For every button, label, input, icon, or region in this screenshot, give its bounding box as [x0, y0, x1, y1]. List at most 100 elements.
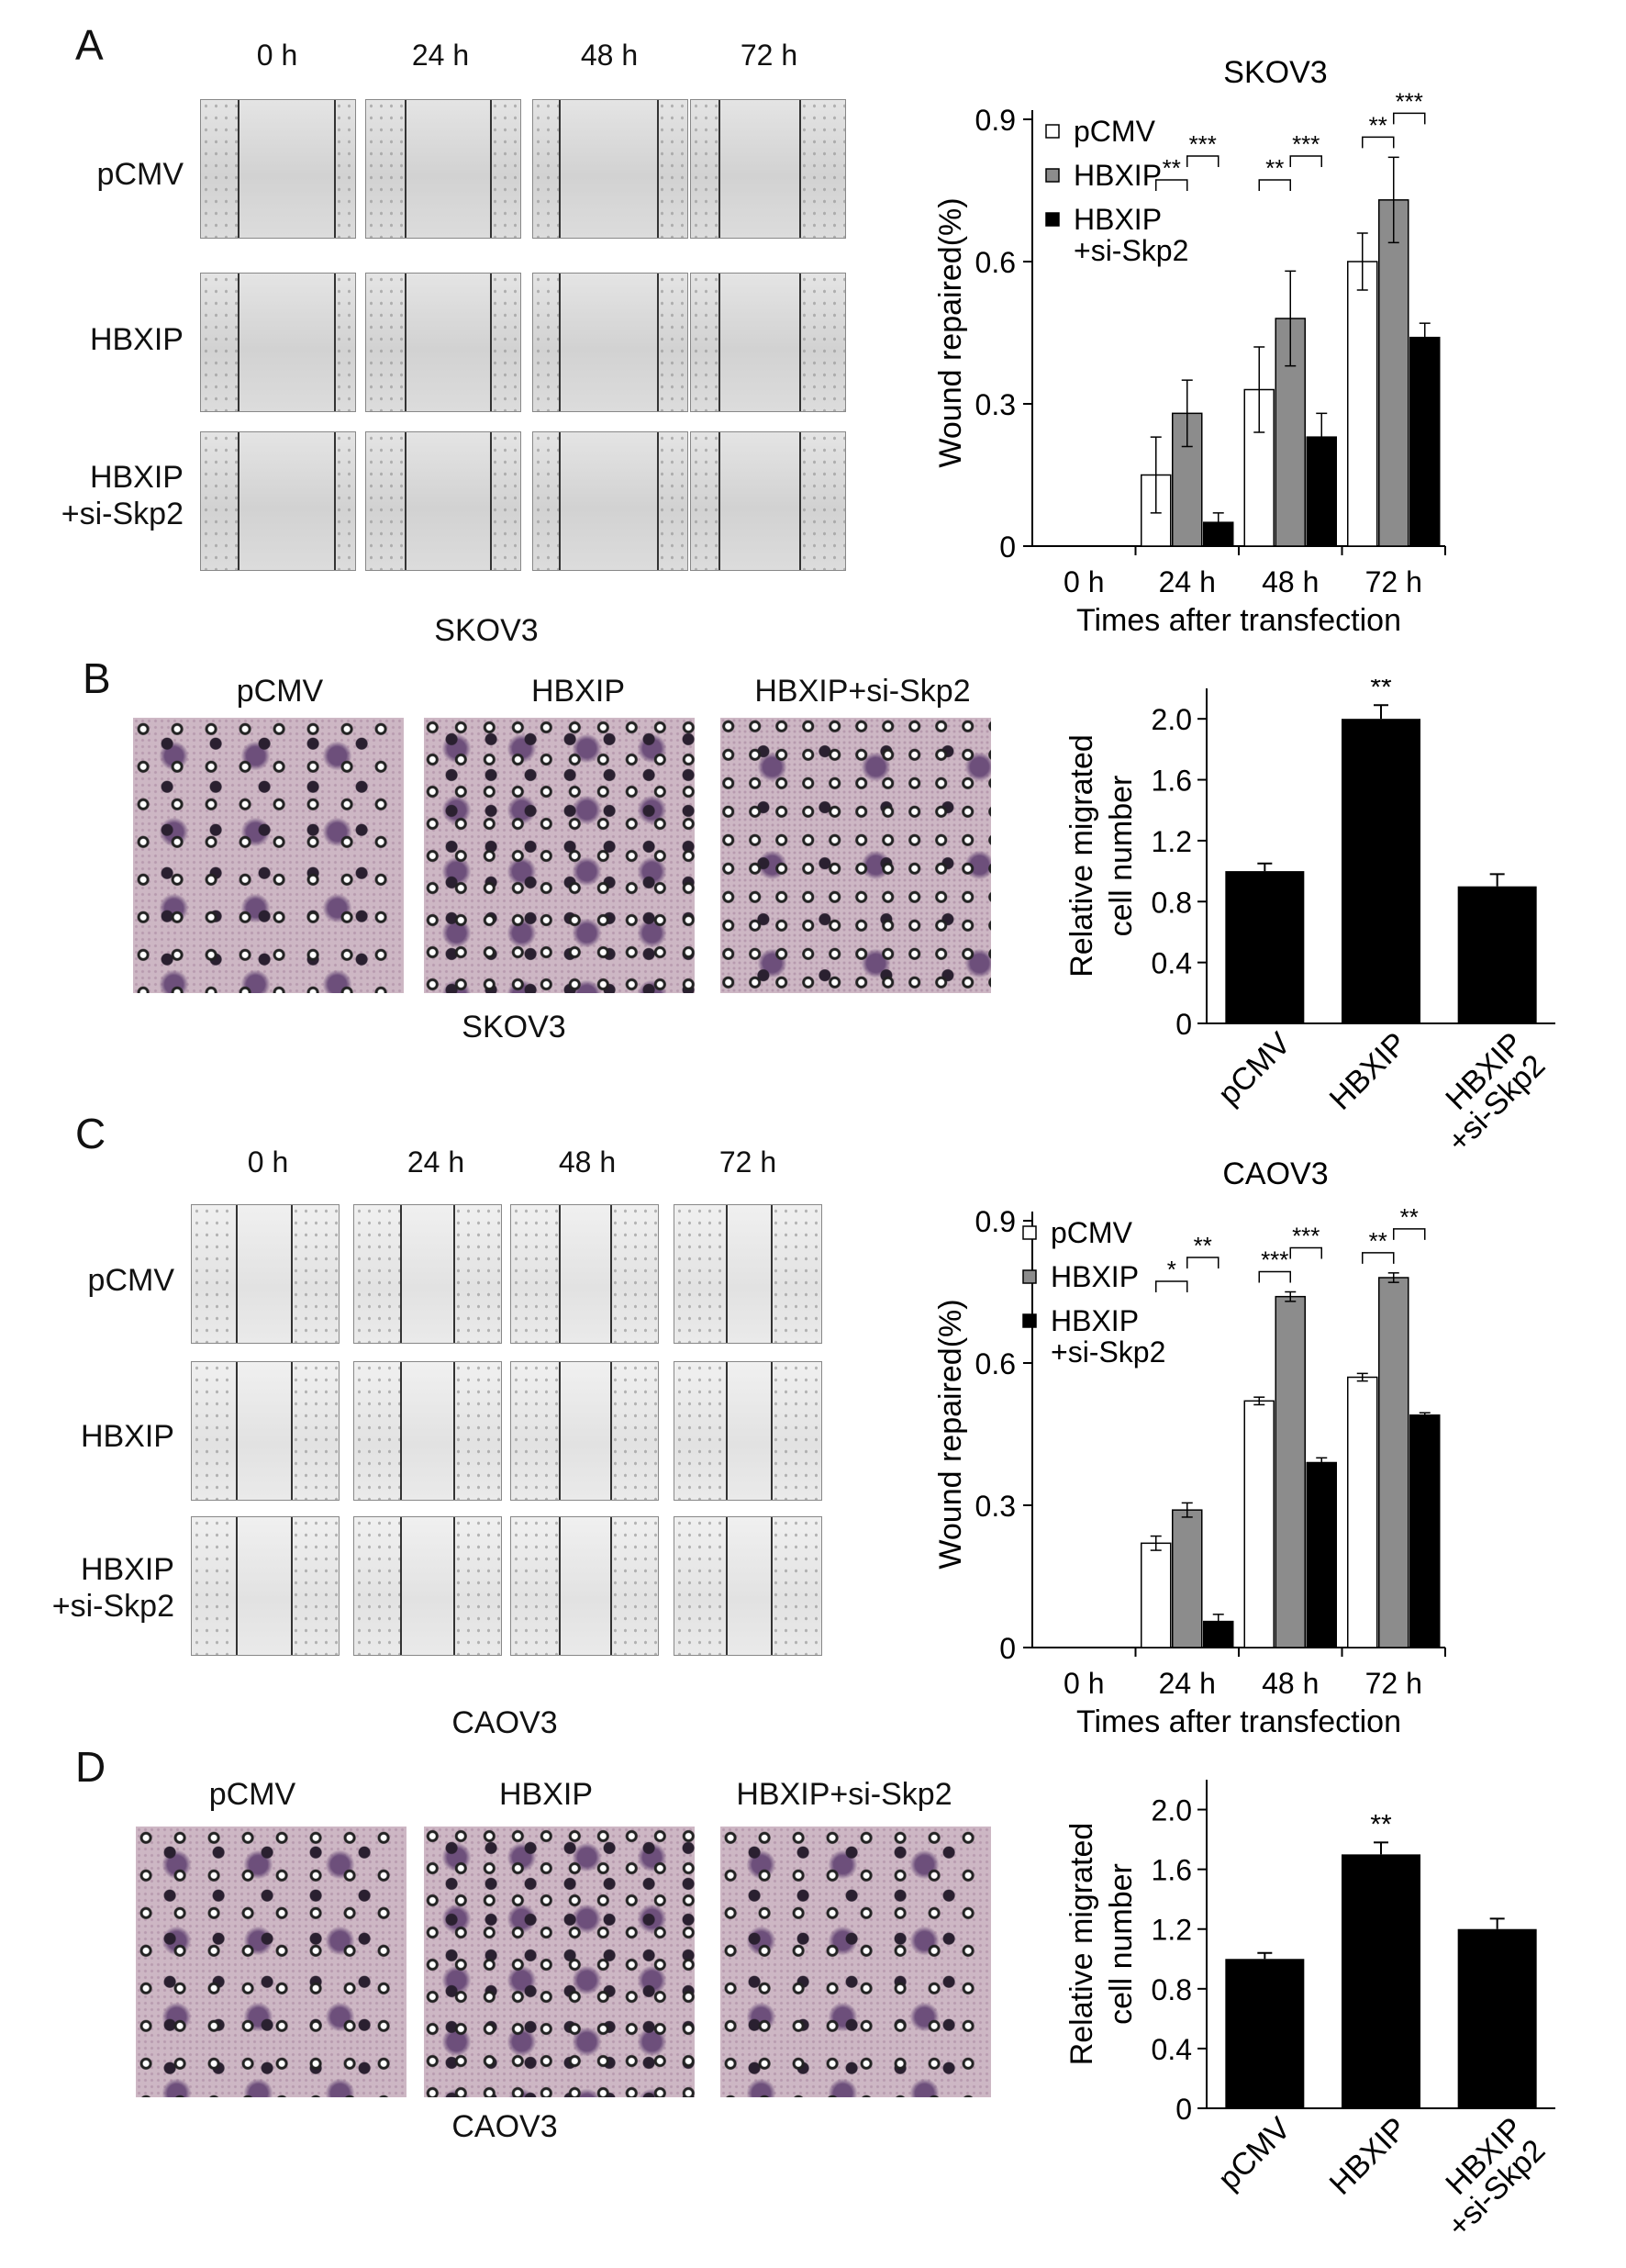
wound-image-c-r1-c1 [353, 1361, 502, 1501]
y-tick-label: 0.9 [975, 1205, 1016, 1238]
legend-label-1: +si-Skp2 [1051, 1335, 1165, 1369]
wound-image-c-r0-c0 [191, 1204, 340, 1344]
x-tick-label: HBXIP [1323, 2111, 1414, 2202]
wound-image-c-r0-c1 [353, 1204, 502, 1344]
x-tick-label: 24 h [1159, 1667, 1216, 1700]
bar [1409, 336, 1441, 547]
significance-label: *** [1396, 87, 1423, 115]
wound-image-c-r0-c2 [510, 1204, 659, 1344]
row-label-pcmv-c: pCMV [87, 1263, 174, 1298]
wound-image-a-r2-c2 [532, 431, 688, 571]
legend-label-0: HBXIP [1051, 1304, 1139, 1337]
y-axis-label-0: Relative migrated [1064, 1823, 1099, 2066]
significance-label: ** [1370, 679, 1392, 702]
wound-image-c-r2-c0 [191, 1516, 340, 1656]
significance-label: * [1167, 1256, 1176, 1283]
cell-line-caption-d-bottom: CAOV3 [451, 2109, 558, 2144]
legend-label-1: +si-Skp2 [1074, 234, 1188, 267]
y-axis-label-0: Relative migrated [1064, 734, 1099, 978]
significance-label: *** [1261, 1246, 1288, 1274]
significance-bracket [1289, 155, 1322, 167]
image-label-pcmv-d: pCMV [208, 1777, 296, 1812]
x-tick-label: 72 h [1365, 1667, 1422, 1700]
y-tick-label: 2.0 [1152, 703, 1192, 736]
wound-image-a-r2-c1 [365, 431, 521, 571]
image-label-hbxip-si-d: HBXIP+si-Skp2 [736, 1777, 952, 1812]
significance-label: *** [1189, 130, 1217, 158]
y-tick-label: 0.4 [1152, 2033, 1192, 2066]
wound-image-c-r0-c3 [674, 1204, 822, 1344]
significance-label: ** [1194, 1232, 1212, 1259]
wound-image-a-r1-c2 [532, 273, 688, 412]
significance-label: ** [1163, 154, 1181, 182]
y-tick-label: 1.2 [1152, 825, 1192, 858]
chart-title: CAOV3 [1222, 1156, 1328, 1191]
x-tick-label: pCMV [1211, 1026, 1297, 1112]
migration-chart-caov3: 0 0.4 0.8 1.2 1.6 2.0 Relative migrated cell nu… [1064, 1780, 1555, 2244]
legend-label-0: HBXIP [1051, 1260, 1139, 1293]
bar [1342, 1854, 1420, 2108]
transwell-image-hbxip-b [424, 718, 695, 993]
bar [1457, 886, 1537, 1023]
migration-chart-skov3: 0 0.4 0.8 1.2 1.6 2.0 Relative migrated cell nu… [1064, 679, 1555, 1159]
y-tick-label: 0.6 [975, 246, 1016, 279]
bar [1347, 1376, 1378, 1648]
time-label-0h-c: 0 h [247, 1145, 289, 1179]
y-tick-label: 0 [999, 531, 1016, 564]
x-tick-label-group: HBXIP [1323, 1026, 1414, 1117]
image-label-pcmv-b: pCMV [236, 674, 324, 709]
significance-bracket [1186, 1257, 1220, 1268]
y-tick-label: 0.8 [1152, 1973, 1192, 2006]
significance-bracket [1362, 1252, 1395, 1264]
wound-image-a-r1-c0 [200, 273, 356, 412]
significance-bracket [1362, 136, 1395, 149]
y-tick-label: 1.6 [1152, 1854, 1192, 1887]
bar [1172, 1509, 1203, 1648]
time-label-48h-c: 48 h [558, 1145, 617, 1179]
cell-line-caption-b-bottom: SKOV3 [462, 1010, 566, 1045]
wound-image-c-r1-c0 [191, 1361, 340, 1501]
bar [1409, 1414, 1441, 1648]
y-axis-label-1: cell number [1104, 1863, 1139, 2025]
legend-swatch [1045, 168, 1060, 183]
y-tick-label: 0.4 [1152, 947, 1192, 980]
bar [1225, 871, 1305, 1023]
bar [1378, 1277, 1409, 1648]
transwell-image-pcmv-b [133, 718, 404, 993]
legend-label-0: HBXIP [1074, 203, 1162, 236]
wound-image-c-r1-c3 [674, 1361, 822, 1501]
x-tick-label: pCMV [1211, 2111, 1297, 2197]
panel-letter-c: C [75, 1110, 106, 1157]
legend-swatch [1045, 212, 1060, 227]
significance-label: ** [1400, 1203, 1419, 1231]
wound-image-c-r2-c1 [353, 1516, 502, 1656]
row-label-hbxip-si-skp2-c: HBXIP +si-Skp2 [51, 1552, 174, 1624]
transwell-image-hbxip-si-b [720, 718, 991, 993]
transwell-image-hbxip-d [424, 1827, 695, 2097]
transwell-image-hbxip-si-d [720, 1827, 991, 2097]
bar [1378, 199, 1409, 547]
legend-swatch [1022, 1313, 1037, 1328]
wound-image-a-r1-c1 [365, 273, 521, 412]
significance-label: ** [1265, 154, 1284, 182]
image-label-hbxip-d: HBXIP [498, 1777, 594, 1812]
x-tick-label-group: pCMV [1211, 1026, 1297, 1112]
x-tick-label: HBXIP [1323, 1026, 1414, 1117]
significance-bracket [1155, 179, 1188, 191]
row-label-hbxip: HBXIP [89, 322, 184, 357]
wound-image-a-r0-c3 [690, 99, 846, 239]
significance-bracket [1258, 179, 1291, 191]
row-label-pcmv: pCMV [96, 157, 184, 192]
y-tick-label: 0.8 [1152, 886, 1192, 919]
y-tick-label: 0.9 [975, 104, 1016, 137]
wound-image-c-r2-c3 [674, 1516, 822, 1656]
cell-line-caption-d-top: CAOV3 [451, 1705, 558, 1740]
image-label-hbxip-si-b: HBXIP+si-Skp2 [754, 674, 971, 709]
x-axis-label: Times after transfection [1076, 1704, 1401, 1739]
bar [1306, 1461, 1337, 1648]
bar [1347, 261, 1378, 547]
significance-bracket [1258, 1270, 1291, 1283]
x-tick-label-group: HBXIP [1323, 2111, 1414, 2202]
bar [1342, 719, 1420, 1023]
time-label-72h: 72 h [740, 39, 798, 72]
